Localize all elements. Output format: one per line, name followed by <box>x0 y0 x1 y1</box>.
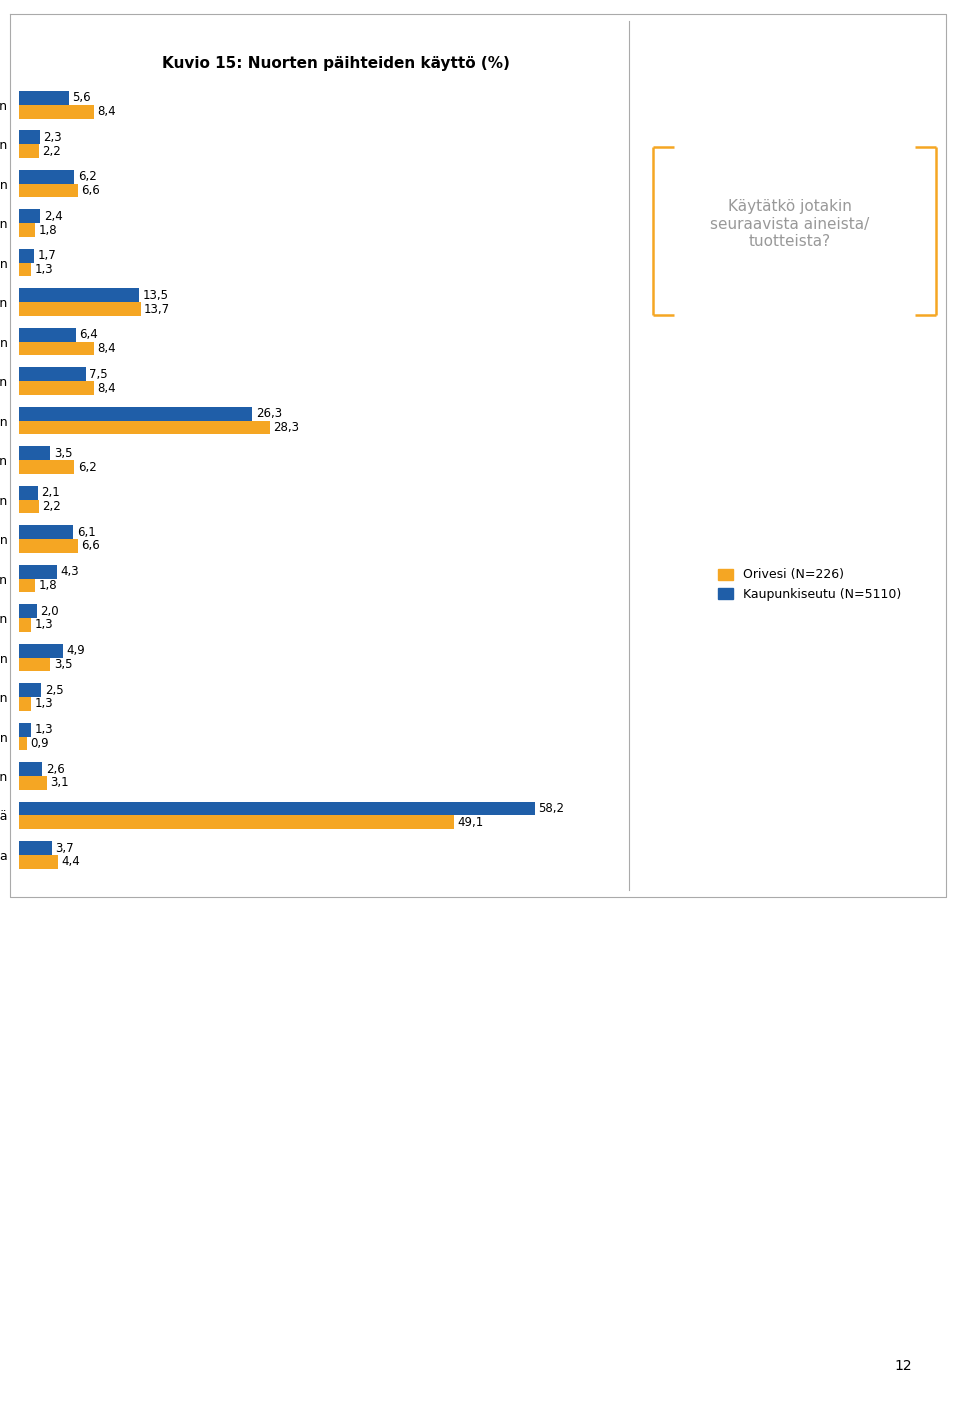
Text: 6,4: 6,4 <box>80 328 98 342</box>
Text: 49,1: 49,1 <box>458 815 484 829</box>
Text: 2,2: 2,2 <box>42 500 61 513</box>
Bar <box>19 223 36 237</box>
Bar <box>19 460 74 474</box>
Text: 1,7: 1,7 <box>37 249 57 262</box>
Text: Kuvio 15: Nuorten päihteiden käyttö (%): Kuvio 15: Nuorten päihteiden käyttö (%) <box>162 56 510 70</box>
Bar <box>19 249 35 262</box>
Text: 8,4: 8,4 <box>97 105 116 118</box>
Bar <box>19 684 41 698</box>
Text: 1,3: 1,3 <box>35 698 53 710</box>
Bar <box>19 723 31 737</box>
Text: 26,3: 26,3 <box>255 408 282 420</box>
Text: 1,8: 1,8 <box>38 579 58 593</box>
Legend: Orivesi (N=226), Kaupunkiseutu (N=5110): Orivesi (N=226), Kaupunkiseutu (N=5110) <box>712 563 905 605</box>
Text: 6,2: 6,2 <box>78 461 96 474</box>
Text: 28,3: 28,3 <box>274 422 300 434</box>
Bar <box>19 855 59 869</box>
Bar <box>19 342 94 356</box>
Bar <box>19 762 42 776</box>
Text: 3,5: 3,5 <box>54 658 72 671</box>
Text: 2,0: 2,0 <box>40 605 60 618</box>
Text: 7,5: 7,5 <box>89 367 108 381</box>
Text: 1,3: 1,3 <box>35 723 53 736</box>
Text: 13,7: 13,7 <box>144 303 170 315</box>
Bar <box>19 604 36 618</box>
Text: 6,6: 6,6 <box>82 184 100 198</box>
Bar <box>19 841 52 855</box>
Bar <box>19 815 454 829</box>
Bar <box>19 170 74 184</box>
Bar <box>19 486 37 500</box>
Bar <box>19 406 252 420</box>
Bar <box>19 184 78 198</box>
Text: 1,3: 1,3 <box>35 618 53 632</box>
Text: 2,1: 2,1 <box>41 486 60 499</box>
Text: 4,4: 4,4 <box>61 856 81 869</box>
Bar <box>19 209 40 223</box>
Text: 2,3: 2,3 <box>43 130 61 144</box>
Bar <box>19 381 94 395</box>
Bar <box>19 698 31 710</box>
Bar <box>19 130 39 144</box>
Text: 3,5: 3,5 <box>54 447 72 460</box>
Text: Käytätkö jotakin
seuraavista aineista/
tuotteista?: Käytätkö jotakin seuraavista aineista/ t… <box>710 199 869 249</box>
Text: 4,3: 4,3 <box>60 565 80 579</box>
Bar <box>19 144 38 158</box>
Text: 2,5: 2,5 <box>45 684 63 696</box>
Bar <box>19 91 69 105</box>
Bar <box>19 643 62 657</box>
Text: 2,6: 2,6 <box>46 762 64 776</box>
Bar <box>19 776 47 790</box>
Bar <box>19 367 85 381</box>
Bar <box>19 105 94 119</box>
Bar <box>19 657 50 671</box>
Text: 3,7: 3,7 <box>56 842 74 855</box>
Bar <box>19 262 31 276</box>
Text: 1,8: 1,8 <box>38 224 58 237</box>
Text: 4,9: 4,9 <box>66 644 84 657</box>
Text: 5,6: 5,6 <box>72 91 91 104</box>
Bar <box>19 328 76 342</box>
Bar <box>19 801 535 815</box>
Text: 13,5: 13,5 <box>142 289 168 301</box>
Bar <box>19 618 31 632</box>
Text: 0,9: 0,9 <box>31 737 49 750</box>
Bar <box>19 420 270 434</box>
Bar <box>19 303 140 317</box>
Text: 3,1: 3,1 <box>50 776 69 789</box>
Bar <box>19 525 73 539</box>
Text: 1,3: 1,3 <box>35 263 53 276</box>
Bar <box>19 289 139 303</box>
Text: 58,2: 58,2 <box>539 803 564 815</box>
Text: 2,2: 2,2 <box>42 144 61 157</box>
Text: 6,1: 6,1 <box>77 525 96 538</box>
Bar <box>19 500 38 513</box>
Text: 6,6: 6,6 <box>82 539 100 552</box>
Bar <box>19 447 50 460</box>
Text: 2,4: 2,4 <box>44 210 62 223</box>
Text: 12: 12 <box>895 1359 912 1373</box>
Text: 8,4: 8,4 <box>97 381 116 395</box>
Bar <box>19 565 58 579</box>
Bar <box>19 539 78 553</box>
Bar <box>19 737 27 751</box>
Text: 8,4: 8,4 <box>97 342 116 354</box>
Text: 6,2: 6,2 <box>78 171 96 184</box>
Bar <box>19 579 36 593</box>
